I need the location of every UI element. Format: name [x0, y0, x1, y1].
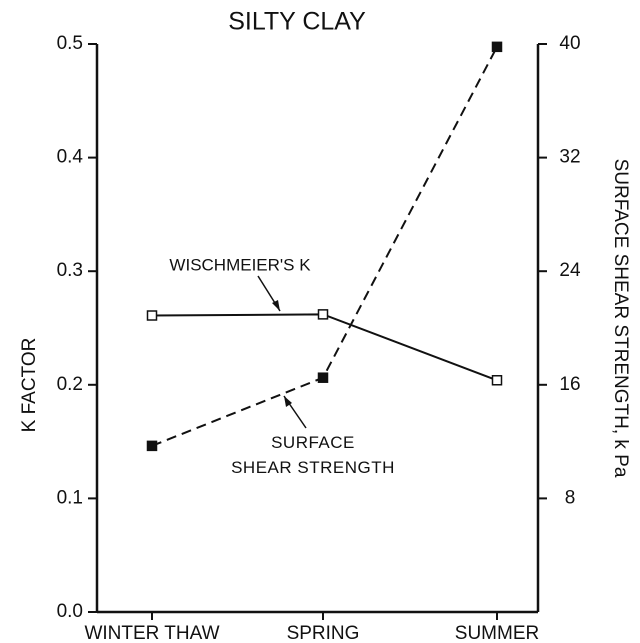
y-tick-label: 0.5: [57, 33, 83, 54]
marker: [491, 41, 503, 53]
x-tick-label: SUMMER: [455, 623, 539, 643]
y-tick-label: 0.3: [57, 260, 83, 281]
y2-tick-label: 24: [559, 260, 581, 281]
y-axis-label: K FACTOR: [19, 338, 40, 433]
series-line: [151, 46, 498, 447]
y2-tick-label: 32: [559, 147, 580, 168]
y2-axis-label: SURFACE SHEAR STRENGTH, k Pa: [610, 159, 631, 478]
series-label: WISCHMEIER'S K: [169, 255, 311, 274]
y2-tick-label: 40: [559, 33, 580, 54]
arrowhead: [272, 300, 280, 311]
y-tick-label: 0.4: [57, 147, 84, 168]
marker: [146, 440, 158, 452]
x-tick-label: WINTER THAW: [84, 623, 219, 643]
y-tick-label: 0.0: [57, 601, 83, 622]
series-line: [151, 313, 498, 382]
marker: [491, 375, 503, 386]
chart-title: SILTY CLAY: [228, 8, 366, 36]
y2-tick-label: 8: [565, 487, 576, 508]
series-label: SURFACE SHEAR STRENGTH: [231, 433, 395, 477]
arrowhead: [284, 396, 292, 407]
y-tick-label: 0.1: [57, 487, 83, 508]
marker: [146, 310, 158, 321]
marker: [317, 309, 329, 320]
y-tick-label: 0.2: [57, 374, 83, 395]
x-tick-label: SPRING: [287, 623, 360, 643]
y2-tick-label: 16: [559, 374, 580, 395]
marker: [317, 372, 329, 383]
